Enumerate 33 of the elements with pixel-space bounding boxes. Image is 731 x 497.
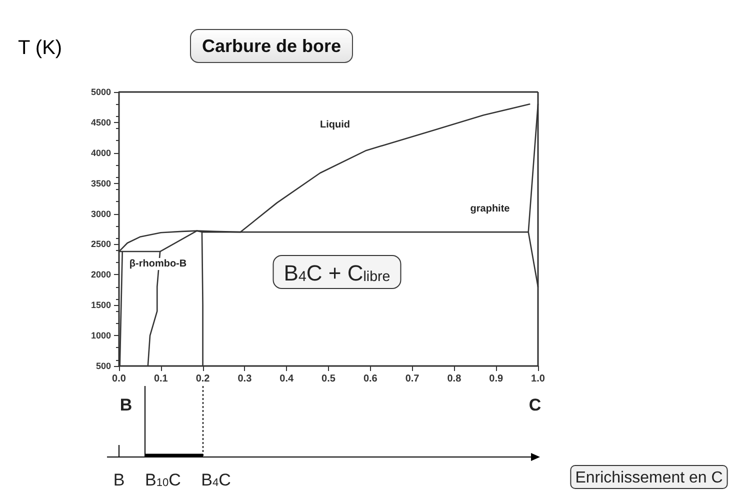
annotation: graphite xyxy=(470,204,510,214)
y-axis-title: T (K) xyxy=(18,37,62,59)
y-tick-label: 4500 xyxy=(90,117,111,128)
text: B xyxy=(120,396,132,414)
x-tick-label: 0.5 xyxy=(322,374,336,384)
annotation: Liquid xyxy=(320,120,350,130)
text: B10C xyxy=(145,470,181,490)
y-tick-label: 3500 xyxy=(90,178,111,188)
y-tick-label: 500 xyxy=(96,361,111,371)
annotation: β-rhombo-B xyxy=(129,258,187,270)
text: Enrichissement en C xyxy=(575,470,723,486)
y-tick-label: 2000 xyxy=(90,270,111,280)
y-tick-label: 1000 xyxy=(90,330,111,341)
x-tick-label: 0.7 xyxy=(405,374,420,384)
x-tick-label: 0.4 xyxy=(280,374,294,384)
text: B4C xyxy=(201,470,231,490)
y-tick-label: 3000 xyxy=(90,208,111,219)
y-tick-label: 1500 xyxy=(90,300,111,310)
y-tick-label: 2500 xyxy=(90,239,111,250)
chart-title: Carbure de bore xyxy=(202,36,342,56)
x-tick-label: 0.8 xyxy=(447,374,462,384)
x-tick-label: 0.3 xyxy=(238,374,252,384)
text: C xyxy=(528,396,542,414)
x-tick-label: 0.9 xyxy=(489,374,504,384)
x-tick-label: 1.0 xyxy=(531,374,546,384)
annotation: B4C + Clibre xyxy=(284,260,390,286)
x-tick-label: 0.1 xyxy=(154,374,168,384)
text: B xyxy=(113,470,125,490)
x-tick-label: 0.2 xyxy=(196,374,210,384)
y-tick-label: 4000 xyxy=(90,148,111,158)
x-tick-label: 0.0 xyxy=(112,374,126,384)
x-tick-label: 0.6 xyxy=(363,374,378,384)
y-tick-label: 5000 xyxy=(90,87,111,97)
